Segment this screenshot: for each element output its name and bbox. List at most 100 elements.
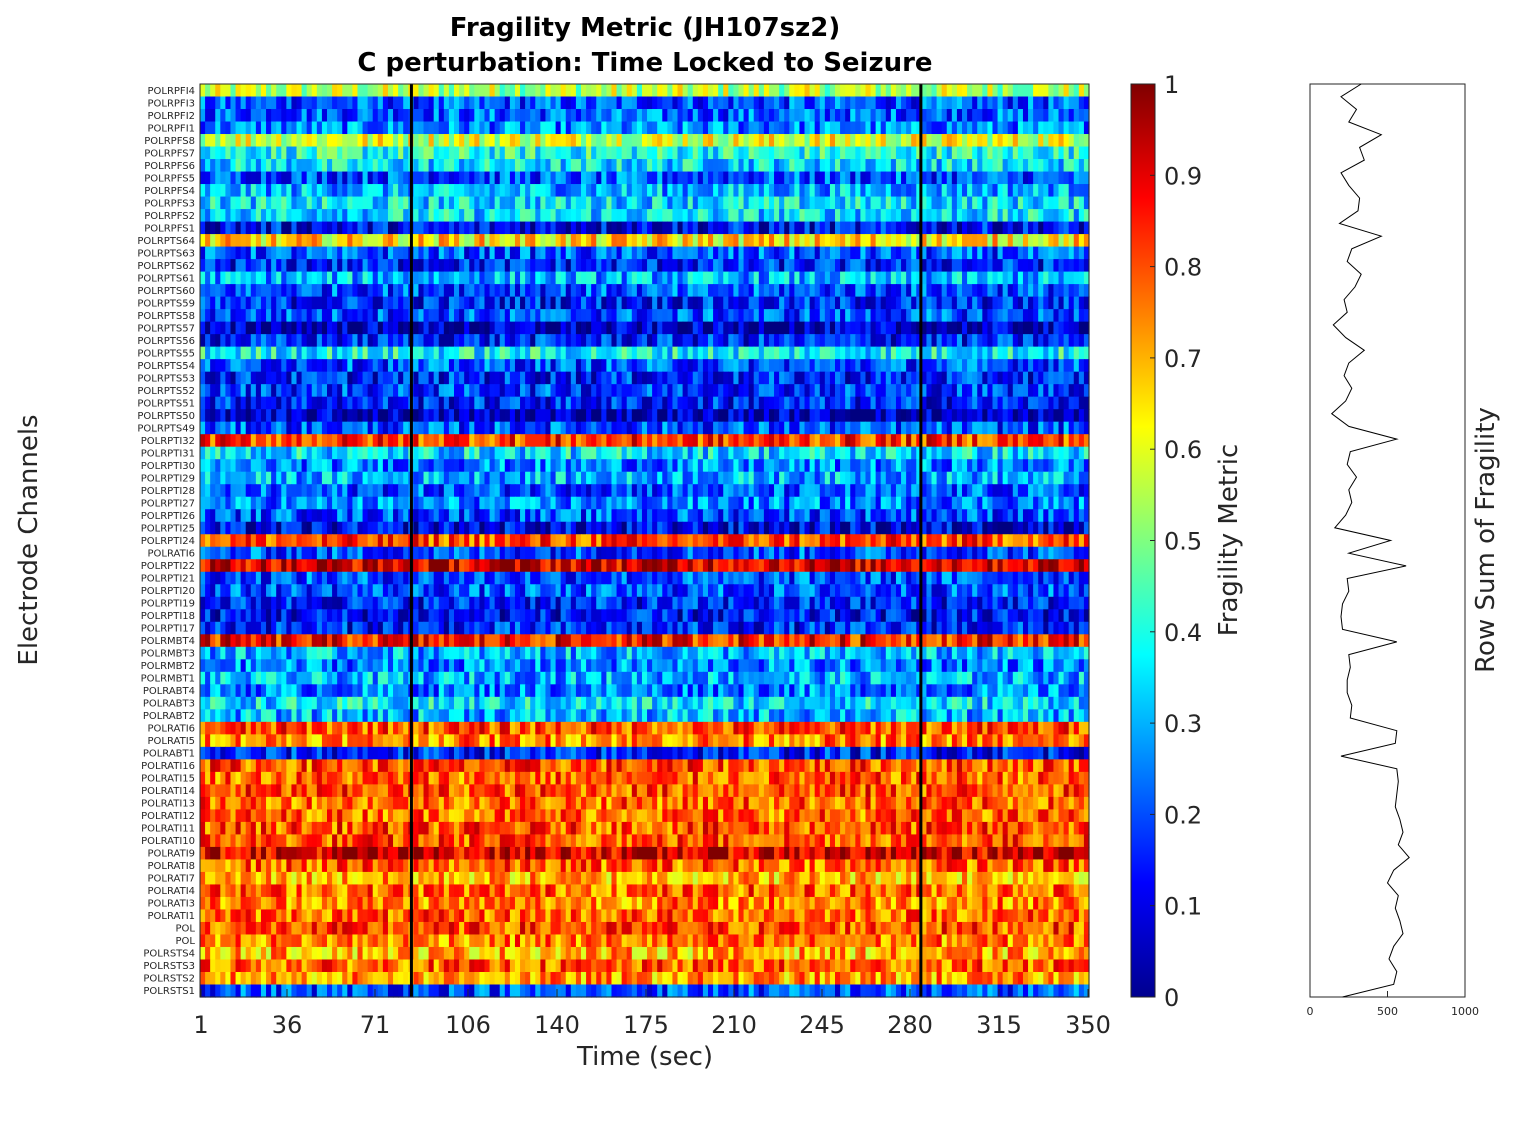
heatmap-cell: [738, 346, 745, 360]
heatmap-cell: [428, 134, 435, 148]
heatmap-cell: [494, 234, 501, 248]
heatmap-cell: [946, 196, 953, 210]
heatmap-cell: [616, 146, 623, 160]
heatmap-cell: [403, 121, 409, 135]
heatmap-cell: [967, 259, 973, 273]
heatmap-cell: [987, 421, 994, 435]
heatmap-cell: [342, 196, 348, 210]
heatmap-cell: [215, 434, 221, 448]
heatmap-cell: [967, 159, 973, 173]
heatmap-cell: [520, 84, 526, 98]
heatmap-cell: [205, 371, 211, 385]
heatmap-cell: [631, 96, 638, 110]
heatmap-cell: [438, 109, 445, 123]
heatmap-cell: [702, 309, 709, 323]
heatmap-cell: [260, 434, 267, 448]
heatmap-cell: [474, 409, 480, 423]
heatmap-cell: [530, 284, 536, 298]
heatmap-cell: [799, 84, 806, 98]
heatmap-cell: [550, 346, 557, 360]
heatmap-cell: [758, 184, 765, 198]
heatmap-cell: [779, 134, 785, 148]
heatmap-cell: [433, 121, 440, 135]
heatmap-cell: [611, 209, 618, 223]
heatmap-cell: [1033, 234, 1039, 248]
heatmap-cell: [631, 259, 638, 273]
heatmap-cell: [464, 84, 470, 98]
heatmap-cell: [657, 196, 663, 210]
heatmap-cell: [636, 321, 643, 335]
heatmap-cell: [215, 134, 221, 148]
heatmap-cell: [581, 246, 587, 260]
heatmap-cell: [1012, 359, 1019, 373]
heatmap-cell: [819, 184, 826, 198]
heatmap-cell: [814, 384, 821, 398]
heatmap-cell: [489, 384, 496, 398]
heatmap-cell: [301, 234, 308, 248]
heatmap-cell: [657, 296, 663, 310]
heatmap-cell: [692, 134, 699, 148]
heatmap-cell: [946, 171, 953, 185]
heatmap-cell: [565, 409, 572, 423]
heatmap-cell: [982, 234, 988, 248]
heatmap-cell: [276, 221, 282, 235]
heatmap-cell: [255, 309, 262, 323]
heatmap-cell: [1078, 421, 1085, 435]
heatmap-cell: [575, 296, 582, 310]
heatmap-cell: [575, 284, 582, 298]
heatmap-cell: [215, 396, 221, 410]
heatmap-cell: [393, 159, 399, 173]
heatmap-cell: [235, 171, 242, 185]
heatmap-cell: [926, 259, 933, 273]
heatmap-cell: [266, 159, 272, 173]
heatmap-cell: [926, 284, 933, 298]
heatmap-cell: [652, 96, 658, 110]
heatmap-cell: [895, 409, 902, 423]
heatmap-cell: [459, 359, 465, 373]
heatmap-cell: [606, 246, 613, 260]
heatmap-cell: [367, 371, 374, 385]
heatmap-cell: [494, 271, 501, 285]
heatmap-cell: [809, 246, 816, 260]
heatmap-cell: [220, 359, 226, 373]
heatmap-cell: [509, 346, 516, 360]
heatmap-cell: [677, 121, 684, 135]
heatmap-cell: [1078, 409, 1085, 423]
heatmap-cell: [1038, 134, 1044, 148]
heatmap-cell: [540, 346, 547, 360]
heatmap-cell: [347, 371, 353, 385]
heatmap-cell: [631, 409, 638, 423]
heatmap-cell: [972, 96, 978, 110]
heatmap-cell: [200, 196, 206, 210]
heatmap-cell: [809, 346, 816, 360]
heatmap-cell: [327, 309, 333, 323]
heatmap-cell: [708, 346, 714, 360]
heatmap-cell: [875, 234, 882, 248]
heatmap-cell: [266, 359, 272, 373]
heatmap-cell: [753, 121, 760, 135]
heatmap-cell: [398, 184, 404, 198]
heatmap-cell: [565, 421, 572, 435]
heatmap-cell: [804, 96, 811, 110]
heatmap-cell: [916, 246, 922, 260]
heatmap-cell: [230, 109, 237, 123]
heatmap-cell: [1048, 171, 1055, 185]
heatmap-cell: [240, 134, 247, 148]
heatmap-cell: [382, 246, 389, 260]
heatmap-cell: [200, 359, 206, 373]
heatmap-cell: [347, 159, 353, 173]
heatmap-cell: [479, 434, 486, 448]
heatmap-cell: [245, 409, 252, 423]
heatmap-cell: [245, 334, 252, 348]
heatmap-cell: [210, 296, 216, 310]
heatmap-cell: [931, 309, 938, 323]
heatmap-cell: [1038, 259, 1044, 273]
heatmap-cell: [708, 234, 714, 248]
heatmap-cell: [875, 409, 882, 423]
heatmap-cell: [504, 296, 511, 310]
heatmap-cell: [870, 134, 877, 148]
heatmap-cell: [327, 409, 333, 423]
heatmap-cell: [819, 146, 826, 160]
heatmap-cell: [697, 284, 704, 298]
heatmap-cell: [794, 96, 801, 110]
